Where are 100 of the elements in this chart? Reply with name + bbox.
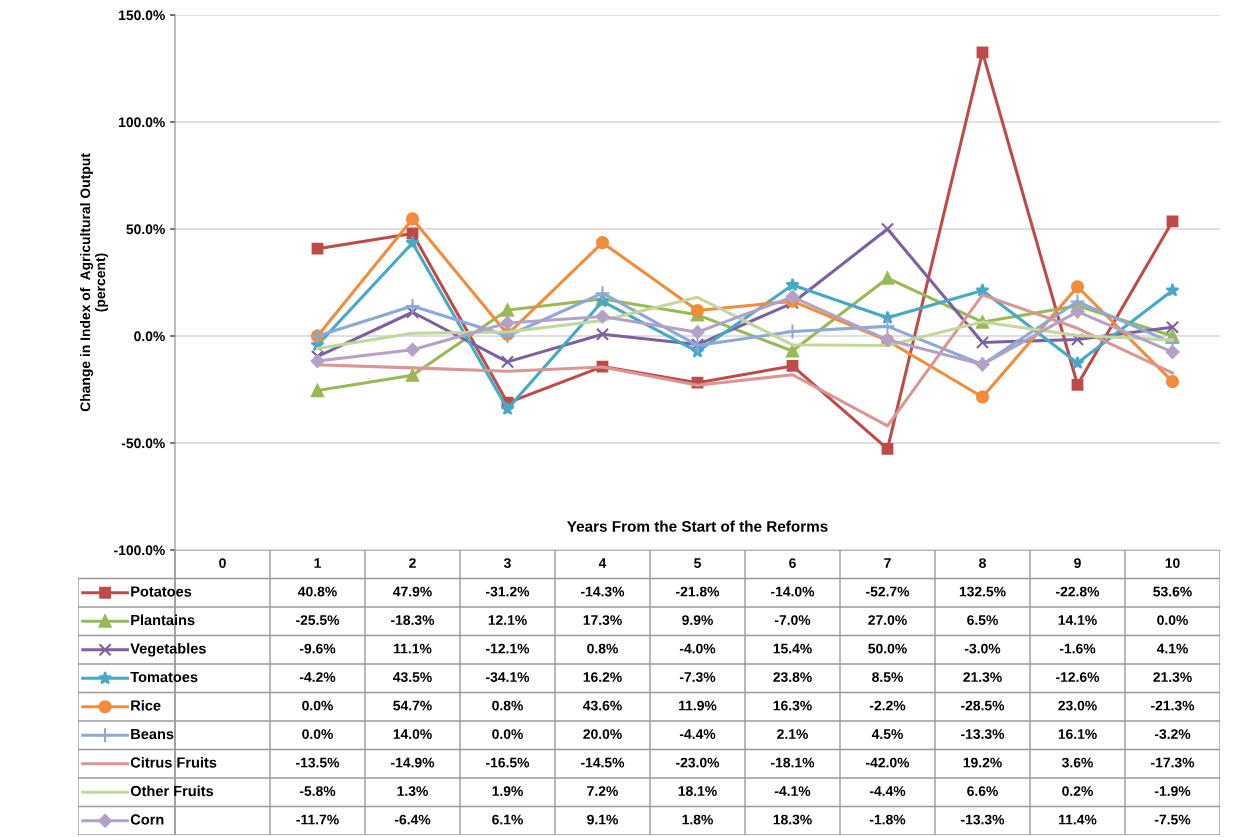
data-label: 15.4% [773, 643, 812, 654]
data-label: -11.7% [296, 814, 339, 825]
data-label: -7.0% [774, 615, 811, 625]
data-label: -14.0% [771, 586, 815, 597]
data-label: 2.1% [777, 729, 808, 739]
data-label: -9.6% [299, 643, 336, 654]
data-label: -1.8% [869, 814, 906, 825]
data-label: 0.8% [492, 700, 523, 711]
data-label: 53.6% [1153, 586, 1192, 597]
data-label: -18.1% [771, 757, 815, 768]
data-label: 0.0% [492, 729, 523, 739]
x-tick-label: 4 [598, 558, 607, 568]
data-label: -14.3% [581, 586, 625, 597]
data-label: -7.5% [1154, 814, 1191, 825]
data-label: -28.5% [961, 700, 1005, 711]
data-label: 23.8% [773, 672, 812, 682]
legend-label: Beans [131, 728, 174, 740]
data-label: 12.1% [488, 615, 527, 625]
data-label: 14.0% [393, 729, 432, 739]
data-label: 40.8% [298, 586, 337, 597]
data-label: 1.8% [682, 814, 713, 825]
data-label: -42.0% [866, 757, 910, 768]
data-label: 6.5% [967, 615, 998, 625]
legend-label: Vegetables [130, 642, 206, 657]
data-label: -4.1% [774, 786, 811, 796]
data-label: 23.0% [1058, 700, 1097, 711]
x-tick-label: 0 [219, 558, 226, 568]
data-label: -21.8% [676, 586, 720, 597]
x-tick-label: 7 [884, 558, 891, 568]
legend-label: Other Fruits [130, 785, 214, 797]
x-tick-label: 6 [789, 558, 796, 568]
data-label: -12.1% [486, 643, 530, 654]
data-label: 27.0% [868, 615, 907, 625]
data-label: 21.3% [963, 672, 1002, 682]
x-tick-label: 5 [694, 558, 701, 568]
x-tick-label: 3 [503, 558, 511, 568]
data-label: 4.1% [1156, 643, 1188, 654]
data-label: -25.5% [296, 615, 340, 625]
data-label: -13.3% [961, 814, 1005, 825]
data-label: 19.2% [963, 757, 1002, 768]
data-label: -4.0% [679, 643, 716, 654]
data-label: -14.5% [581, 757, 625, 768]
data-label: 11.1% [394, 643, 432, 654]
data-label: 9.9% [682, 615, 713, 625]
data-label: 17.3% [583, 615, 622, 625]
data-label: -4.4% [869, 786, 906, 796]
legend-label: Potatoes [131, 586, 192, 597]
x-tick-label: 8 [979, 558, 986, 568]
data-label: 0.2% [1062, 786, 1093, 796]
data-label: -18.3% [391, 615, 435, 625]
x-tick-label: 10 [1165, 558, 1180, 568]
x-axis-title: Years From the Start of the Reforms [567, 520, 828, 532]
legend-label: Tomatoes [130, 671, 198, 683]
data-label: 18.3% [773, 814, 812, 825]
data-label: 0.0% [1157, 615, 1188, 625]
legend-label: Rice [131, 699, 161, 711]
y-tick-label: 50.0% [126, 224, 165, 235]
data-label: -7.3% [679, 672, 716, 682]
data-label: -4.2% [299, 672, 336, 682]
data-label: -52.7% [866, 586, 910, 597]
x-tick-label: 9 [1074, 558, 1081, 568]
legend-label: Citrus Fruits [130, 756, 217, 768]
data-label: 6.6% [967, 786, 998, 796]
data-label: 21.3% [1153, 672, 1192, 682]
data-label: 7.2% [587, 786, 618, 796]
legend-label: Corn [130, 814, 164, 825]
y-axis-title: Change in Index of Agricultural Output (percent) [80, 153, 108, 412]
data-label: 43.5% [393, 672, 432, 682]
data-label: 16.3% [773, 700, 812, 711]
data-label: 50.0% [868, 643, 907, 654]
data-label: -12.6% [1056, 672, 1100, 682]
data-label: -5.8% [299, 786, 336, 796]
data-label: -3.2% [1154, 729, 1191, 739]
data-label: -16.5% [486, 757, 530, 768]
data-label: 3.6% [1061, 757, 1093, 768]
data-label: -17.3% [1151, 757, 1195, 768]
data-label: -2.2% [869, 700, 906, 711]
data-label: 0.0% [302, 700, 333, 711]
data-label: 1.9% [492, 786, 523, 796]
data-label: 1.3% [397, 786, 428, 796]
data-label: -22.8% [1056, 586, 1100, 597]
y-tick-label: -100.0% [114, 545, 165, 556]
data-label: 20.0% [583, 729, 622, 739]
data-label: -1.6% [1059, 643, 1096, 654]
data-label: 18.1% [678, 786, 717, 796]
data-label: 6.1% [492, 814, 523, 825]
data-label: 0.8% [587, 643, 618, 654]
data-label: 47.9% [393, 586, 432, 597]
data-label: -1.9% [1154, 786, 1191, 796]
data-label: -13.5% [296, 757, 340, 768]
data-label: -6.4% [394, 814, 431, 825]
data-label: -21.3% [1151, 700, 1195, 711]
legend-label: Plantains [131, 614, 195, 626]
data-label: -3.0% [964, 643, 1001, 654]
data-label: 43.6% [583, 700, 622, 711]
data-label: -23.0% [676, 757, 720, 768]
y-tick-label: 100.0% [119, 117, 165, 128]
x-tick-label: 1 [314, 558, 321, 568]
data-label: 9.1% [587, 814, 618, 825]
data-label: -4.4% [679, 729, 716, 739]
